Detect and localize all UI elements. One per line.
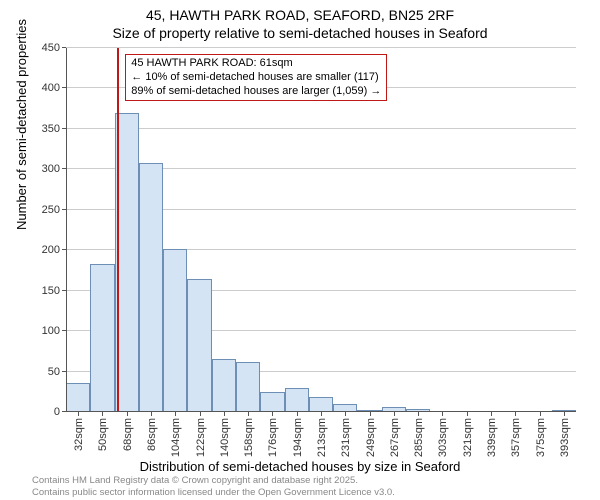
y-tick-label: 400 (42, 82, 66, 94)
x-tick-label: 285sqm (411, 418, 425, 457)
footer-attribution: Contains HM Land Registry data © Crown c… (32, 475, 395, 498)
bar (309, 397, 333, 412)
x-tick-mark (175, 412, 176, 416)
x-tick-mark (491, 412, 492, 416)
y-tick-label: 300 (42, 163, 66, 175)
x-tick-mark (394, 412, 395, 416)
x-tick-mark (418, 412, 419, 416)
x-tick-label: 176sqm (265, 418, 279, 457)
annot-line-3: 89% of semi-detached houses are larger (… (131, 85, 381, 97)
annotation: 45 HAWTH PARK ROAD: 61sqm ← 10% of semi-d… (125, 54, 387, 101)
chart-container: 45, HAWTH PARK ROAD, SEAFORD, BN25 2RF S… (0, 0, 600, 500)
x-tick-mark (200, 412, 201, 416)
x-tick-label: 231sqm (338, 418, 352, 457)
title-line-1: 45, HAWTH PARK ROAD, SEAFORD, BN25 2RF (146, 7, 454, 23)
x-tick-label: 339sqm (484, 418, 498, 457)
x-tick-mark (127, 412, 128, 416)
x-tick-label: 86sqm (144, 418, 158, 451)
x-tick-mark (272, 412, 273, 416)
y-axis-line (66, 48, 67, 412)
x-tick-label: 249sqm (363, 418, 377, 457)
bar (163, 249, 187, 412)
x-tick-label: 158sqm (241, 418, 255, 457)
x-tick-label: 122sqm (193, 418, 207, 457)
x-tick-label: 321sqm (460, 418, 474, 457)
y-axis-label: Number of semi-detached properties (14, 19, 29, 230)
bar (285, 388, 309, 412)
chart-title: 45, HAWTH PARK ROAD, SEAFORD, BN25 2RF S… (0, 0, 600, 42)
title-line-2: Size of property relative to semi-detach… (112, 25, 487, 41)
footer-line-2: Contains public sector information licen… (32, 487, 395, 498)
y-tick-label: 200 (42, 244, 66, 256)
plot-area: 45 HAWTH PARK ROAD: 61sqm ← 10% of semi-d… (66, 48, 576, 412)
annot-line-1: 45 HAWTH PARK ROAD: 61sqm (131, 57, 292, 69)
bars-group (66, 48, 576, 412)
y-tick-label: 150 (42, 285, 66, 297)
y-tick-label: 450 (42, 42, 66, 54)
y-tick-label: 100 (42, 325, 66, 337)
x-tick-label: 32sqm (71, 418, 85, 451)
y-tick-label: 250 (42, 204, 66, 216)
x-tick-label: 104sqm (168, 418, 182, 457)
x-tick-mark (78, 412, 79, 416)
bar (187, 279, 211, 412)
y-tick-label: 350 (42, 123, 66, 135)
x-tick-label: 393sqm (557, 418, 571, 457)
x-tick-mark (442, 412, 443, 416)
bar (90, 264, 114, 412)
x-tick-label: 194sqm (290, 418, 304, 457)
x-tick-mark (370, 412, 371, 416)
x-tick-mark (564, 412, 565, 416)
bar (260, 392, 284, 412)
x-tick-mark (151, 412, 152, 416)
reference-line (117, 48, 119, 412)
y-tick-label: 50 (48, 366, 66, 378)
x-axis-label: Distribution of semi-detached houses by … (0, 459, 600, 474)
bar (212, 359, 236, 412)
bar (66, 383, 90, 412)
x-tick-label: 213sqm (314, 418, 328, 457)
bar (139, 163, 163, 412)
x-tick-mark (345, 412, 346, 416)
bar (236, 362, 260, 412)
x-tick-mark (297, 412, 298, 416)
y-tick-label: 0 (54, 406, 66, 418)
x-tick-mark (224, 412, 225, 416)
x-tick-label: 303sqm (435, 418, 449, 457)
x-tick-label: 357sqm (508, 418, 522, 457)
x-tick-label: 50sqm (95, 418, 109, 451)
x-tick-mark (248, 412, 249, 416)
x-tick-label: 140sqm (217, 418, 231, 457)
x-tick-label: 68sqm (120, 418, 134, 451)
annot-line-2: ← 10% of semi-detached houses are smalle… (131, 71, 378, 83)
x-tick-mark (515, 412, 516, 416)
x-tick-label: 267sqm (387, 418, 401, 457)
x-tick-mark (467, 412, 468, 416)
x-tick-label: 375sqm (533, 418, 547, 457)
x-tick-mark (321, 412, 322, 416)
x-tick-mark (102, 412, 103, 416)
footer-line-1: Contains HM Land Registry data © Crown c… (32, 475, 358, 486)
x-tick-mark (540, 412, 541, 416)
